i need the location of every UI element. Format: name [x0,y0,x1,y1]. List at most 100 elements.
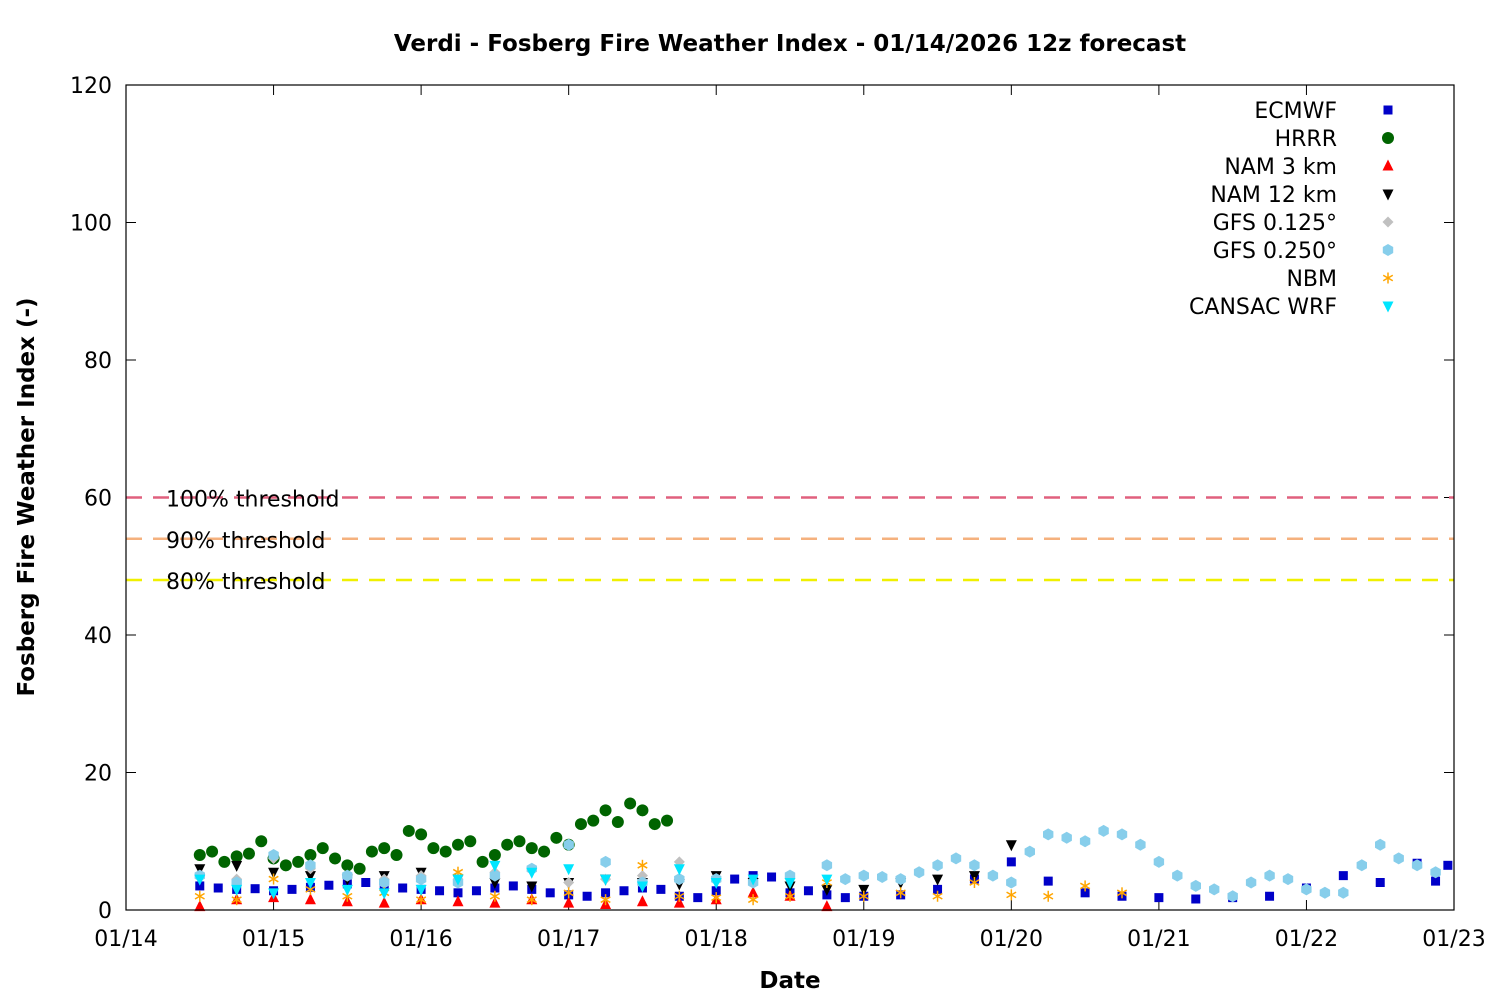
data-point-hrrr [427,842,440,855]
data-point-nbm [563,887,574,899]
data-point-ecmwf [361,878,371,887]
data-point-ecmwf [1043,876,1053,886]
data-point-nbm [415,894,427,906]
legend-label: NAM 12 km [1210,183,1337,208]
data-point-hrrr [193,849,206,861]
data-point-nbm [268,873,279,885]
data-point-ecmwf [1338,871,1348,881]
y-tick-label: 0 [98,899,112,924]
data-point-nam-12-km [968,871,980,883]
data-point-nbm [1116,887,1128,899]
data-point-ecmwf [1154,893,1164,903]
data-point-hrrr [279,859,292,872]
data-point-gfs-0-250 [913,866,925,879]
data-point-hrrr [365,845,378,858]
data-point-cansac-wrf [341,884,353,896]
legend-marker [1383,105,1393,115]
data-point-nam-3-km [821,900,833,912]
data-point-hrrr [636,804,649,817]
data-point-ecmwf [693,893,703,903]
data-point-ecmwf [1006,857,1016,867]
legend-marker [1382,272,1394,284]
data-point-nbm [600,894,611,906]
data-point-gfs-0-250 [1006,876,1017,889]
data-point-nam-3-km [636,895,648,907]
data-point-nbm [858,890,869,902]
y-tick-label: 40 [84,624,112,649]
data-point-hrrr [648,818,661,831]
data-point-hrrr [206,845,219,858]
data-point-ecmwf [250,884,260,894]
threshold-label: 100% threshold [166,488,340,513]
data-point-gfs-0-250 [840,873,851,886]
legend-label: GFS 0.250° [1213,239,1337,264]
data-point-gfs-0-250 [1319,886,1331,899]
data-point-cansac-wrf [636,881,648,893]
data-point-cansac-wrf [673,864,685,876]
data-point-hrrr [316,842,329,855]
data-point-ecmwf [767,872,777,882]
data-point-hrrr [538,845,551,858]
legend-label: NAM 3 km [1224,155,1337,180]
data-point-gfs-0-250 [1061,831,1072,844]
x-tick-label: 01/19 [832,927,895,952]
data-point-gfs-0-250 [1393,852,1404,865]
data-point-nam-3-km [673,896,685,908]
data-point-nbm [194,890,205,902]
plot-frame [125,84,1455,911]
data-point-hrrr [439,845,452,858]
data-point-gfs-0-250 [1135,838,1146,851]
data-point-gfs-0-250 [877,871,888,883]
data-point-nam-12-km [821,884,833,896]
data-point-nbm [674,890,685,902]
x-tick-label: 01/18 [685,927,748,952]
data-point-hrrr [661,814,674,827]
data-point-gfs-0-250 [821,859,833,872]
data-point-hrrr [452,838,464,851]
data-point-cansac-wrf [452,874,464,886]
legend: ECMWF HRRR NAM 3 km NAM 12 km GFS 0.125° GFS … [1189,99,1394,320]
legend-marker [1382,244,1394,256]
data-point-gfs-0-250 [563,838,574,851]
data-point-gfs-0-250 [379,876,390,889]
legend-marker [1382,301,1394,313]
y-axis-title: Fosberg Fire Weather Index (-) [14,297,40,696]
data-point-gfs-0-250 [305,859,316,872]
data-point-nam-3-km [747,886,759,898]
legend-label: NBM [1286,267,1337,292]
data-point-ecmwf [435,886,445,896]
data-point-ecmwf [398,883,408,893]
data-point-ecmwf [324,880,334,890]
data-point-ecmwf [601,888,611,898]
data-point-gfs-0-250 [268,849,279,861]
data-point-gfs-0-250 [489,869,501,882]
y-tick-label: 100 [70,212,112,237]
data-point-ecmwf [1265,891,1275,901]
data-point-gfs-0-250 [1338,886,1349,899]
data-point-gfs-0-250 [1411,859,1423,872]
data-point-hrrr [304,849,317,861]
legend-marker [1382,189,1394,201]
x-axis-title: Date [759,968,820,994]
data-point-cansac-wrf [231,884,243,896]
x-tick-label: 01/20 [980,927,1043,952]
data-point-hrrr [218,855,231,868]
data-point-ecmwf [730,874,740,884]
x-tick-label: 01/16 [389,927,452,952]
legend-marker [1382,159,1394,171]
legend-label: GFS 0.125° [1213,211,1337,236]
data-point-cansac-wrf [415,884,427,896]
data-point-nbm [1043,890,1054,902]
data-point-gfs-0-250 [1153,855,1165,868]
data-point-ecmwf [803,886,813,896]
data-point-hrrr [341,859,354,872]
data-point-nbm [637,859,648,871]
data-point-gfs-0-250 [674,873,685,886]
data-point-nam-3-km [489,896,501,908]
x-tick-label: 01/14 [94,927,157,952]
data-point-gfs-0-250 [342,869,353,882]
legend-marker [1382,216,1394,228]
data-point-gfs-0-250 [1301,883,1312,896]
data-point-gfs-0-250 [600,855,611,868]
